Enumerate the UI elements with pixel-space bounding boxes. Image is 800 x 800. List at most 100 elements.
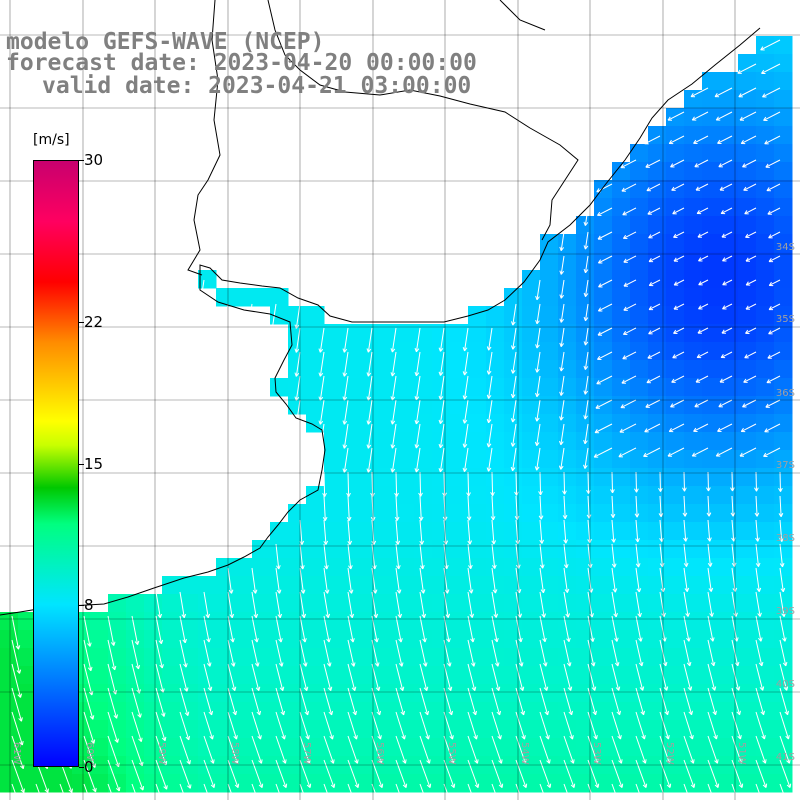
wind-arrow: [683, 519, 688, 542]
wind-arrow: [299, 783, 307, 800]
speed-cell: [234, 738, 253, 757]
speed-cell: [522, 648, 541, 667]
wind-arrow: [395, 567, 402, 594]
speed-cell: [486, 774, 505, 793]
wind-arrow: [491, 711, 502, 740]
speed-cell: [360, 522, 379, 541]
wind-arrow: [659, 759, 672, 788]
colorbar-tick-label: 22: [84, 312, 104, 331]
speed-cell: [162, 612, 181, 631]
wind-arrow: [779, 759, 792, 788]
wind-arrow: [251, 567, 258, 594]
speed-cell: [216, 558, 235, 577]
speed-cell: [486, 684, 505, 703]
speed-cell: [774, 36, 793, 55]
wind-arrow: [539, 711, 550, 740]
speed-cell: [774, 306, 793, 325]
wind-arrow: [768, 327, 781, 335]
wind-arrow: [611, 543, 617, 568]
wind-arrow: [275, 711, 286, 740]
speed-cell: [540, 774, 559, 793]
wind-arrow: [583, 207, 589, 226]
wind-arrow: [779, 615, 787, 642]
speed-cell: [648, 198, 667, 217]
speed-cell: [612, 468, 631, 487]
wind-arrow: [719, 183, 733, 191]
speed-cell: [378, 396, 397, 415]
speed-cell: [270, 288, 289, 307]
wind-arrow: [491, 567, 498, 594]
speed-cell: [702, 414, 721, 433]
speed-cell: [612, 720, 631, 739]
speed-cell: [288, 666, 307, 685]
speed-cell: [738, 360, 757, 379]
wind-arrow: [371, 567, 378, 594]
wind-arrow: [462, 399, 469, 424]
speed-cell: [648, 684, 667, 703]
speed-cell: [396, 594, 415, 613]
speed-cell: [252, 594, 271, 613]
speed-cell: [720, 90, 739, 109]
speed-cell: [36, 774, 55, 793]
wind-arrow: [730, 471, 735, 492]
speed-cell: [288, 684, 307, 703]
speed-cell: [684, 486, 703, 505]
wind-arrow: [227, 687, 238, 716]
wind-arrow: [466, 495, 472, 521]
wind-arrow: [559, 327, 565, 347]
speed-cell: [648, 360, 667, 379]
wind-arrow: [611, 711, 622, 740]
wind-arrow: [671, 183, 685, 191]
speed-cell: [594, 324, 613, 343]
speed-cell: [594, 648, 613, 667]
wind-arrow: [648, 231, 661, 239]
speed-cell: [396, 684, 415, 703]
wind-arrow: [438, 375, 445, 400]
wind-arrow: [179, 639, 188, 668]
speed-cell: [180, 576, 199, 595]
wind-arrow: [418, 495, 424, 521]
speed-cell: [414, 720, 433, 739]
speed-cell: [594, 630, 613, 649]
speed-cell: [756, 558, 775, 577]
speed-cell: [702, 216, 721, 235]
speed-cell: [288, 630, 307, 649]
latitude-label: 38S: [776, 533, 795, 544]
speed-cell: [684, 702, 703, 721]
speed-cell: [738, 720, 757, 739]
wind-arrow: [696, 207, 709, 215]
wind-arrow: [342, 327, 349, 353]
speed-cell: [738, 288, 757, 307]
wind-arrow: [539, 567, 546, 594]
speed-cell: [702, 198, 721, 217]
speed-cell: [648, 522, 667, 541]
speed-cell: [378, 666, 397, 685]
speed-cell: [126, 702, 145, 721]
speed-cell: [504, 522, 523, 541]
wind-arrow: [347, 519, 353, 545]
speed-cell: [378, 720, 397, 739]
wind-arrow: [490, 471, 495, 497]
speed-cell: [648, 648, 667, 667]
speed-cell: [756, 774, 775, 793]
speed-cell: [774, 468, 793, 487]
speed-cell: [414, 774, 433, 793]
speed-cell: [774, 648, 793, 667]
speed-cell: [522, 594, 541, 613]
speed-cell: [360, 666, 379, 685]
wind-arrow: [717, 135, 733, 144]
wind-arrow: [342, 447, 349, 473]
speed-cell: [234, 594, 253, 613]
speed-cell: [684, 720, 703, 739]
speed-cell: [360, 378, 379, 397]
speed-cell: [756, 468, 775, 487]
wind-arrow: [251, 615, 259, 643]
wind-arrow: [743, 183, 757, 191]
latitude-label: 40S: [776, 679, 795, 690]
wind-arrow: [611, 759, 624, 788]
wind-arrow: [131, 639, 141, 670]
wind-arrow: [587, 711, 598, 740]
wind-arrow: [583, 447, 589, 469]
wind-arrow: [83, 783, 91, 800]
wind-arrow: [562, 495, 568, 520]
